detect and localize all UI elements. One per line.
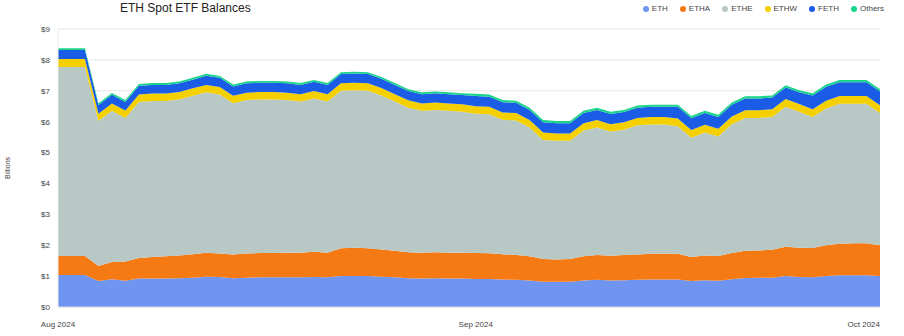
html-text:ETHE: ETHE [731, 4, 753, 13]
svg-text:$8: $8 [41, 56, 50, 65]
svg-text:$4: $4 [41, 179, 50, 188]
html-text:FETH: FETH [818, 4, 839, 13]
svg-text:$5: $5 [41, 148, 50, 157]
svg-text:$6: $6 [41, 118, 50, 127]
html-text:ETHA: ETHA [688, 4, 711, 13]
svg-text:$1: $1 [41, 272, 50, 281]
html-text:Others: Others [860, 4, 884, 13]
svg-text:$3: $3 [41, 210, 50, 219]
html-text:ETH Spot ETF Balances: ETH Spot ETF Balances [120, 1, 251, 15]
svg-text:Billions: Billions [8, 156, 11, 179]
svg-text:$0: $0 [41, 303, 50, 312]
html-text:ETHW: ETHW [773, 4, 798, 13]
svg-text:Aug 2024: Aug 2024 [41, 320, 76, 329]
svg-text:Oct 2024: Oct 2024 [848, 320, 881, 329]
svg-text:$9: $9 [41, 25, 50, 34]
svg-text:Sep 2024: Sep 2024 [459, 320, 494, 329]
html-text:ETH: ETH [651, 4, 668, 13]
svg-text:$2: $2 [41, 241, 50, 250]
svg-text:$7: $7 [41, 87, 50, 96]
